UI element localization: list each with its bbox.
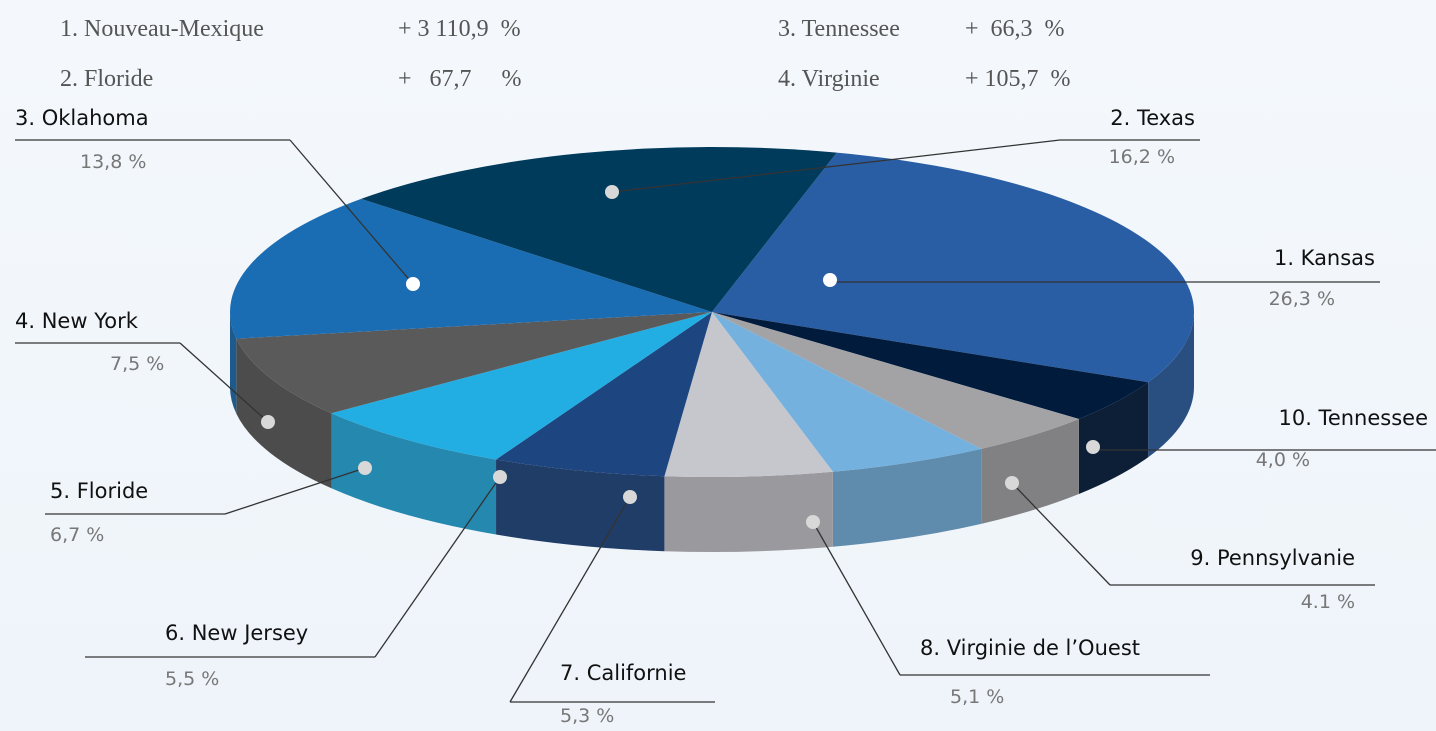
value-label: 5,5 % xyxy=(165,668,219,690)
category-label: 10. Tennessee xyxy=(1278,406,1428,430)
label-dot xyxy=(358,461,372,475)
slice xyxy=(331,312,712,460)
growth-name: 4. Virginie xyxy=(778,66,880,92)
leader-line xyxy=(224,467,366,515)
slice xyxy=(712,312,1149,420)
label-dot xyxy=(623,490,637,504)
leader-line xyxy=(812,521,901,676)
slice-side xyxy=(236,338,332,489)
value-label: 16,2 % xyxy=(1109,146,1175,168)
slice-side xyxy=(832,448,982,547)
slice xyxy=(712,312,982,472)
slice-side xyxy=(331,413,497,535)
growth-list: 1. Nouveau-Mexique + 3 110,9 % 2. Florid… xyxy=(60,16,1071,92)
leader-line xyxy=(289,139,414,285)
value-label: 26,3 % xyxy=(1269,288,1335,310)
value-label: 4.1 % xyxy=(1301,591,1355,613)
label-dot xyxy=(406,277,420,291)
growth-value: + 3 110,9 % xyxy=(398,16,521,42)
category-label: 2. Texas xyxy=(1110,106,1195,130)
growth-value: + 66,3 % xyxy=(965,16,1065,42)
value-label: 5,3 % xyxy=(560,705,614,727)
slice-side xyxy=(496,459,665,552)
label-dot xyxy=(261,415,275,429)
leader-line xyxy=(1011,482,1111,586)
leader-line xyxy=(611,139,1061,193)
category-label: 1. Kansas xyxy=(1274,246,1375,270)
category-label: 3. Oklahoma xyxy=(15,106,149,130)
leader-line xyxy=(509,496,631,703)
leader-line xyxy=(179,342,269,423)
category-label: 7. Californie xyxy=(560,661,686,685)
slice xyxy=(361,147,837,312)
slice xyxy=(236,312,712,414)
label-dot xyxy=(493,470,507,484)
value-label: 13,8 % xyxy=(80,151,146,173)
slice-side xyxy=(1078,382,1149,495)
slice xyxy=(230,198,712,339)
label-dot xyxy=(1086,440,1100,454)
growth-name: 3. Tennessee xyxy=(778,16,900,42)
leader-line xyxy=(374,476,501,658)
category-label: 9. Pennsylvanie xyxy=(1190,546,1355,570)
slice xyxy=(712,312,1079,449)
label-dot xyxy=(823,273,837,287)
label-dot xyxy=(806,515,820,529)
slice-side xyxy=(981,419,1079,524)
growth-name: 2. Floride xyxy=(60,66,153,92)
category-label: 4. New York xyxy=(15,309,139,333)
growth-value: + 105,7 % xyxy=(965,66,1071,92)
label-dot xyxy=(605,185,619,199)
slice-side xyxy=(1148,312,1194,458)
category-label: 5. Floride xyxy=(50,479,148,503)
value-label: 6,7 % xyxy=(50,524,104,546)
value-label: 4,0 % xyxy=(1256,449,1310,471)
category-label: 6. New Jersey xyxy=(165,621,308,645)
value-label: 7,5 % xyxy=(110,353,164,375)
value-label: 5,1 % xyxy=(950,686,1004,708)
slice xyxy=(712,152,1194,383)
slice-side xyxy=(230,312,237,414)
slice-side xyxy=(664,471,833,552)
slice xyxy=(664,312,833,477)
growth-value: + 67,7 % xyxy=(398,66,522,92)
category-label: 8. Virginie de l’Ouest xyxy=(920,636,1140,660)
growth-name: 1. Nouveau-Mexique xyxy=(60,16,264,42)
slice xyxy=(496,312,712,477)
label-dot xyxy=(1005,476,1019,490)
